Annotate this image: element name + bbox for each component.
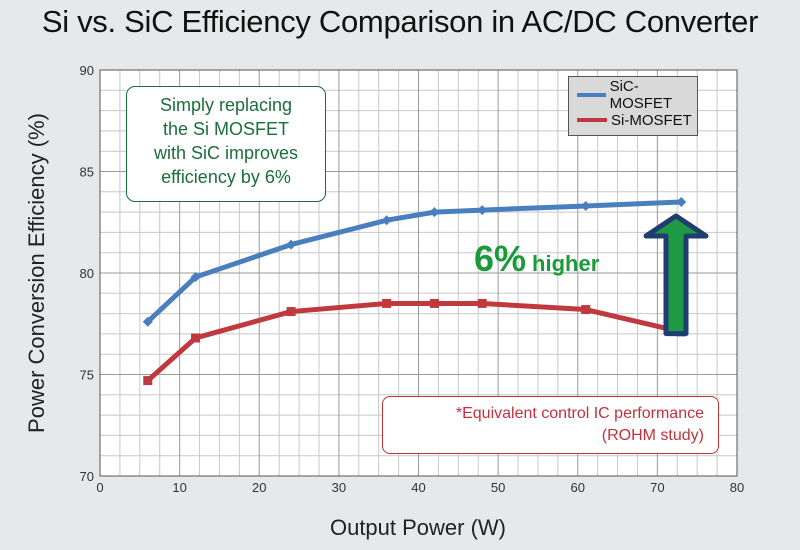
data-point-sic [477, 205, 488, 216]
y-tick-label: 70 [80, 469, 94, 484]
data-point-si [477, 298, 487, 308]
improvement-note-line: efficiency by 6% [161, 167, 291, 187]
x-axis-ticks: 0 10 20 30 40 50 60 70 80 [96, 480, 744, 495]
improvement-note-line: with SiC improves [153, 143, 299, 163]
legend-item-si: Si-MOSFET [577, 110, 692, 130]
data-point-si [429, 298, 439, 308]
legend-label-sic: SiC-MOSFET [609, 78, 673, 112]
data-point-sic [580, 201, 591, 212]
chart-title: Si vs. SiC Efficiency Comparison in AC/D… [41, 4, 759, 39]
arrow-shape [643, 213, 709, 337]
data-point-sic [286, 239, 297, 250]
x-tick-label: 10 [172, 480, 186, 495]
data-point-sic [676, 196, 687, 207]
series-line-1 [145, 300, 684, 384]
x-tick-label: 60 [571, 480, 585, 495]
higher-word: higher [532, 251, 600, 276]
x-tick-label: 20 [252, 480, 266, 495]
legend-swatch-sic [577, 93, 606, 97]
data-point-si [382, 298, 392, 308]
legend-swatch-si [577, 118, 607, 122]
series-layer [142, 196, 687, 386]
data-point-si [581, 305, 591, 315]
y-tick-label: 85 [80, 165, 94, 180]
improvement-note-line: Simply replacing [159, 95, 293, 115]
y-tick-label: 80 [80, 266, 94, 281]
x-tick-label: 40 [411, 480, 425, 495]
x-tick-label: 30 [332, 480, 346, 495]
legend: SiC-MOSFET Si-MOSFET [568, 76, 698, 136]
footnote-line: *Equivalent control IC performance [455, 405, 704, 422]
improvement-note: Simply replacing the Si MOSFET with SiC … [126, 86, 326, 202]
y-axis-label: Power Conversion Efficiency (%) [24, 113, 49, 433]
higher-annotation: 6% higher [474, 238, 599, 280]
data-point-sic [429, 207, 440, 218]
x-tick-label: 50 [491, 480, 505, 495]
plot-frame [99, 69, 738, 477]
footnote-box: *Equivalent control IC performance (ROHM… [382, 396, 719, 454]
legend-item-sic: SiC-MOSFET [577, 78, 697, 112]
data-point-sic [190, 272, 201, 283]
y-tick-label: 90 [80, 63, 94, 78]
x-tick-label: 70 [650, 480, 664, 495]
y-axis-ticks: 70 75 80 85 90 [80, 63, 94, 484]
x-tick-label: 0 [96, 480, 103, 495]
improvement-note-line: the Si MOSFET [162, 119, 290, 139]
series-line-0 [145, 199, 684, 325]
legend-label-si: Si-MOSFET [611, 111, 692, 129]
data-point-sic [381, 215, 392, 226]
footnote-line: (ROHM study) [601, 427, 704, 444]
y-tick-label: 75 [80, 368, 94, 383]
data-point-si [191, 333, 201, 343]
data-point-sic [142, 316, 153, 327]
data-point-si [286, 307, 296, 317]
improvement-arrow-icon [643, 213, 709, 337]
x-tick-label: 80 [730, 480, 744, 495]
higher-percent: 6% [474, 238, 527, 279]
data-point-si [143, 376, 153, 386]
x-axis-label: Output Power (W) [330, 515, 506, 540]
